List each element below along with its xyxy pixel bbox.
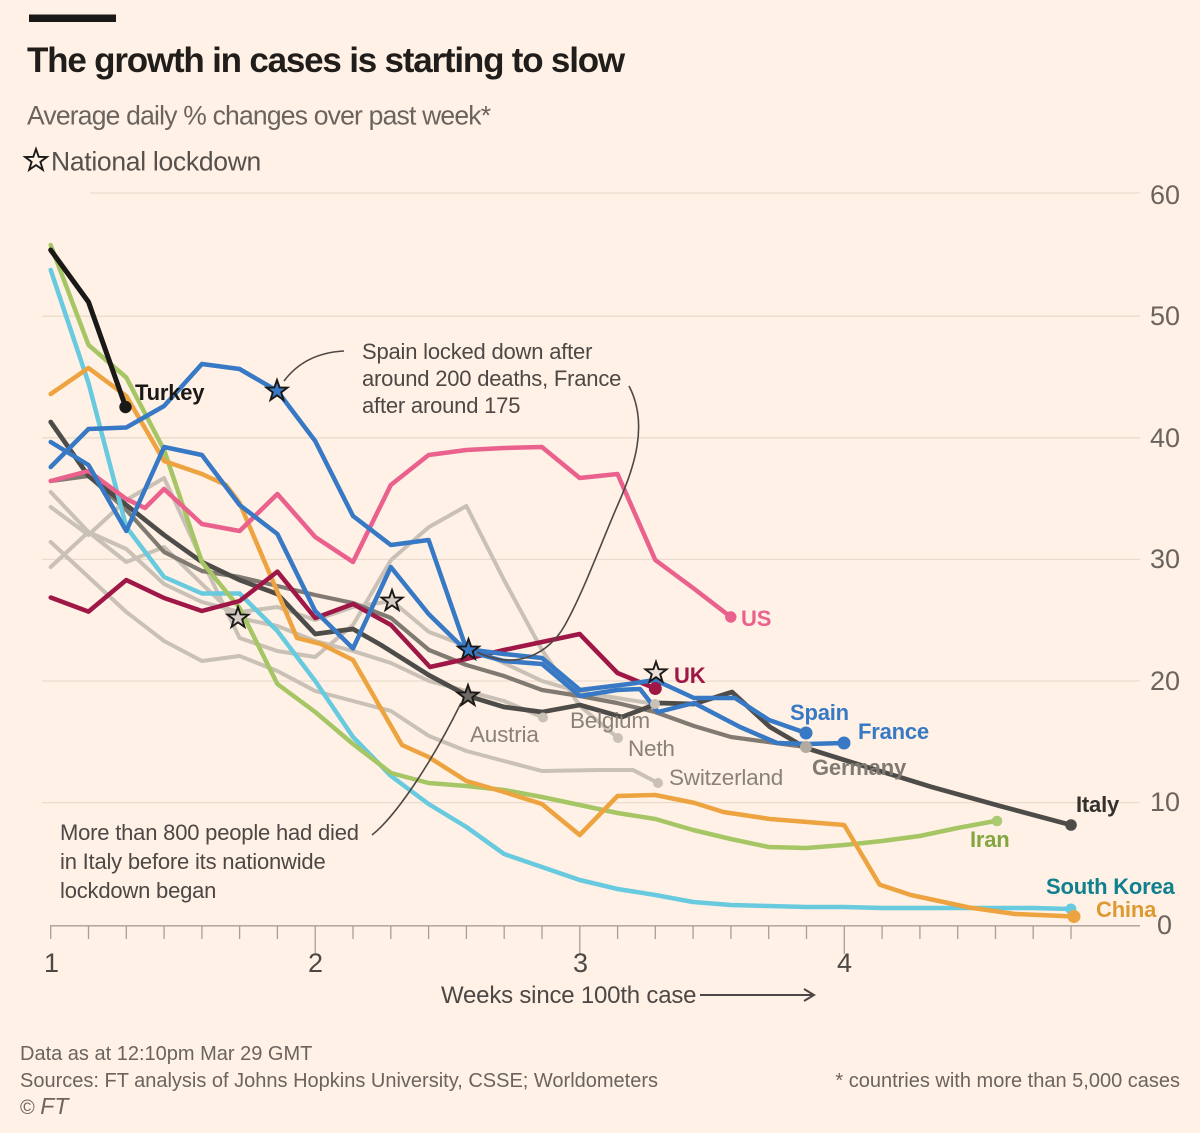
svg-text:Italy: Italy bbox=[1076, 792, 1120, 817]
svg-text:Iran: Iran bbox=[970, 827, 1010, 852]
svg-text:lockdown began: lockdown began bbox=[60, 878, 216, 903]
svg-text:China: China bbox=[1096, 897, 1157, 922]
svg-text:France: France bbox=[858, 719, 929, 744]
svg-text:Turkey: Turkey bbox=[135, 380, 205, 405]
svg-text:in Italy before its nationwide: in Italy before its nationwide bbox=[60, 849, 326, 874]
svg-text:US: US bbox=[741, 606, 771, 631]
svg-text:after around 175: after around 175 bbox=[362, 393, 520, 418]
svg-text:60: 60 bbox=[1150, 180, 1180, 210]
svg-text:30: 30 bbox=[1150, 544, 1180, 574]
svg-text:Weeks since 100th case: Weeks since 100th case bbox=[441, 982, 696, 1009]
svg-text:50: 50 bbox=[1150, 301, 1180, 331]
svg-text:Spain locked down after: Spain locked down after bbox=[362, 339, 592, 364]
svg-text:2: 2 bbox=[308, 948, 323, 978]
svg-text:© FT: © FT bbox=[20, 1093, 70, 1119]
svg-text:The growth in cases is startin: The growth in cases is starting to slow bbox=[27, 41, 626, 80]
svg-text:10: 10 bbox=[1150, 787, 1180, 817]
svg-text:South Korea: South Korea bbox=[1046, 874, 1176, 899]
svg-text:Switzerland: Switzerland bbox=[669, 765, 783, 790]
svg-text:National lockdown: National lockdown bbox=[51, 147, 261, 177]
svg-text:3: 3 bbox=[573, 948, 588, 978]
svg-text:Spain: Spain bbox=[790, 700, 849, 725]
svg-text:40: 40 bbox=[1150, 423, 1180, 453]
svg-text:Austria: Austria bbox=[470, 722, 539, 747]
svg-text:20: 20 bbox=[1150, 666, 1180, 696]
svg-text:Data as at 12:10pm Mar 29 GMT: Data as at 12:10pm Mar 29 GMT bbox=[20, 1043, 312, 1065]
svg-text:Belgium: Belgium bbox=[570, 708, 650, 733]
svg-text:More than 800 people had died: More than 800 people had died bbox=[60, 820, 359, 845]
svg-text:Sources: FT analysis of Johns: Sources: FT analysis of Johns Hopkins Un… bbox=[20, 1070, 658, 1092]
svg-text:* countries with more than 5,0: * countries with more than 5,000 cases bbox=[835, 1070, 1180, 1092]
svg-text:Neth: Neth bbox=[628, 736, 675, 761]
svg-text:UK: UK bbox=[674, 663, 706, 688]
svg-text:around 200 deaths, France: around 200 deaths, France bbox=[362, 366, 621, 391]
svg-text:Germany: Germany bbox=[812, 755, 907, 780]
svg-text:4: 4 bbox=[837, 948, 852, 978]
svg-text:Average daily % changes over p: Average daily % changes over past week* bbox=[27, 101, 491, 131]
svg-text:0: 0 bbox=[1157, 910, 1172, 940]
svg-text:1: 1 bbox=[44, 948, 59, 978]
